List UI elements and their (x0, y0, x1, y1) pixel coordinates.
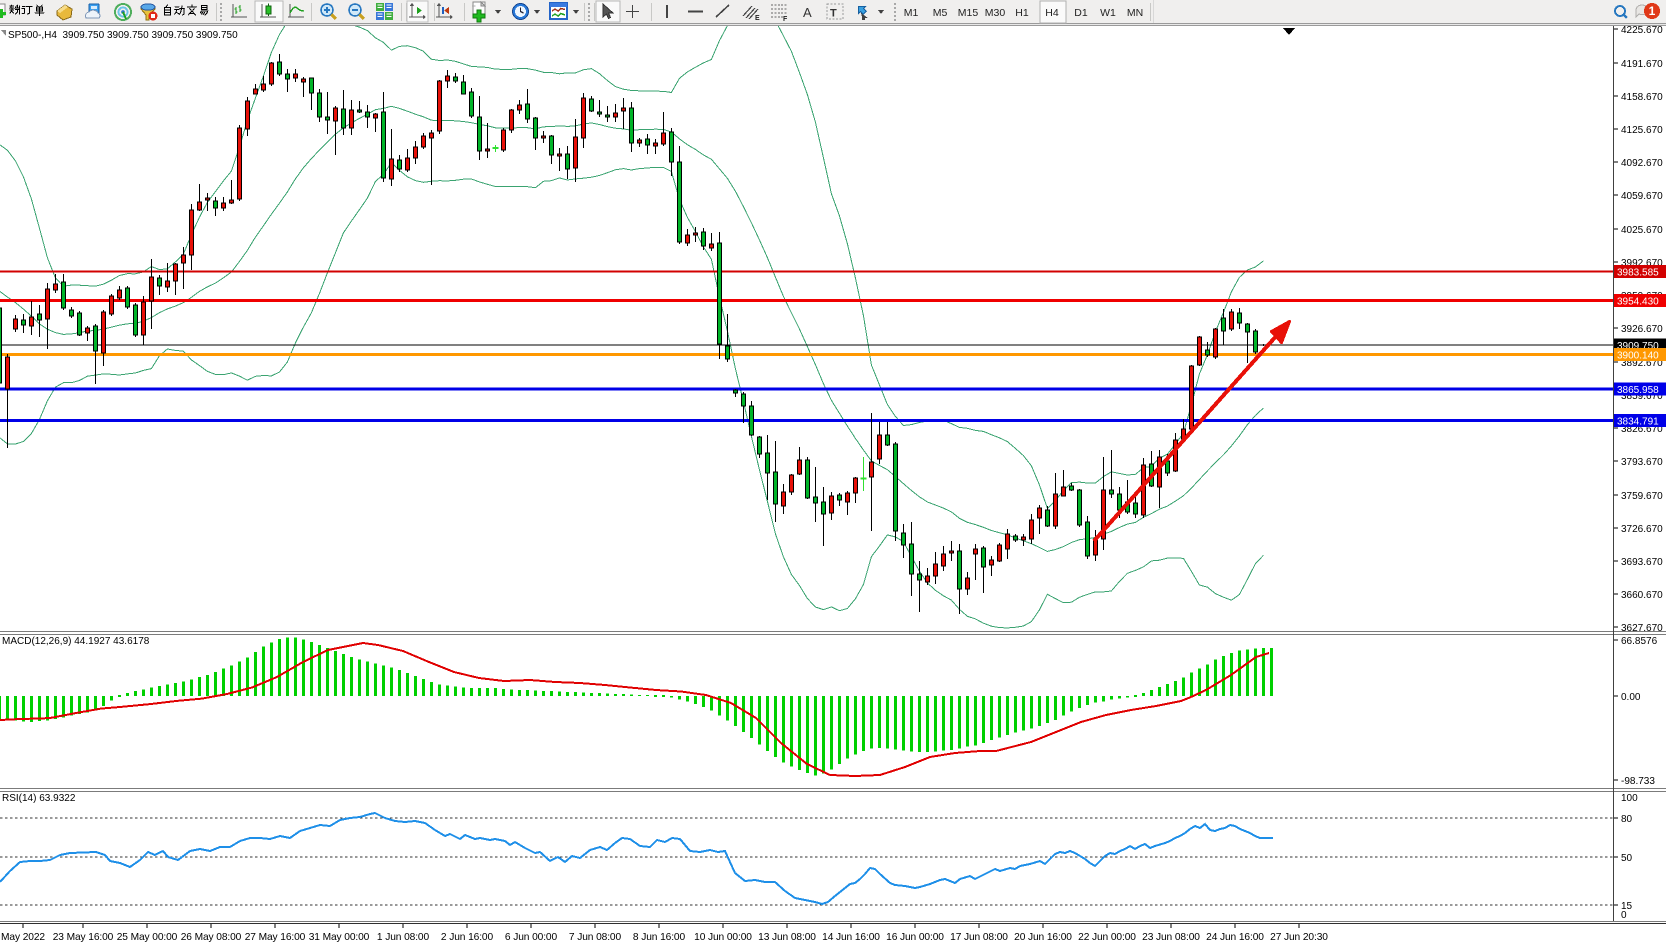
svg-text:3726.670: 3726.670 (1621, 524, 1663, 535)
svg-text:66.8576: 66.8576 (1621, 636, 1658, 647)
svg-text:MN: MN (1127, 7, 1143, 19)
svg-text:10 Jun 00:00: 10 Jun 00:00 (694, 932, 752, 943)
svg-text:3826.670: 3826.670 (1621, 424, 1663, 435)
svg-text:17 Jun 08:00: 17 Jun 08:00 (950, 932, 1008, 943)
svg-text:0: 0 (1621, 910, 1627, 921)
svg-text:16 Jun 00:00: 16 Jun 00:00 (886, 932, 944, 943)
svg-text:4092.670: 4092.670 (1621, 158, 1663, 169)
svg-text:20 Jun 16:00: 20 Jun 16:00 (1014, 932, 1072, 943)
svg-text:14 Jun 16:00: 14 Jun 16:00 (822, 932, 880, 943)
svg-text:13 Jun 08:00: 13 Jun 08:00 (758, 932, 816, 943)
svg-text:3909.750: 3909.750 (1617, 341, 1659, 352)
svg-text:3992.670: 3992.670 (1621, 258, 1663, 269)
svg-text:26 May 08:00: 26 May 08:00 (181, 932, 242, 943)
svg-text:A: A (803, 5, 812, 20)
svg-text:25 May 00:00: 25 May 00:00 (117, 932, 178, 943)
svg-text:23 May 16:00: 23 May 16:00 (53, 932, 114, 943)
svg-text:3660.670: 3660.670 (1621, 590, 1663, 601)
svg-text:27 Jun 20:30: 27 Jun 20:30 (1270, 932, 1328, 943)
svg-text:4191.670: 4191.670 (1621, 59, 1663, 70)
svg-text:24 Jun 16:00: 24 Jun 16:00 (1206, 932, 1264, 943)
svg-text:3926.670: 3926.670 (1621, 324, 1663, 335)
svg-text:3627.670: 3627.670 (1621, 623, 1663, 634)
svg-text:W1: W1 (1100, 7, 1116, 19)
svg-text:1 Jun 08:00: 1 Jun 08:00 (377, 932, 430, 943)
svg-text:MACD(12,26,9) 44.1927 43.6178: MACD(12,26,9) 44.1927 43.6178 (2, 636, 150, 647)
svg-text:4125.670: 4125.670 (1621, 125, 1663, 136)
svg-text:-98.733: -98.733 (1621, 776, 1655, 787)
svg-text:27 May 16:00: 27 May 16:00 (245, 932, 306, 943)
svg-text:F: F (783, 16, 788, 23)
svg-text:80: 80 (1621, 814, 1633, 825)
svg-text:4059.670: 4059.670 (1621, 191, 1663, 202)
svg-text:22 Jun 00:00: 22 Jun 00:00 (1078, 932, 1136, 943)
svg-text:E: E (755, 15, 760, 22)
svg-text:3693.670: 3693.670 (1621, 557, 1663, 568)
svg-text:3834.791: 3834.791 (1617, 416, 1659, 427)
svg-text:H1: H1 (1015, 7, 1029, 19)
svg-text:4225.670: 4225.670 (1621, 25, 1663, 36)
svg-text:M30: M30 (985, 7, 1006, 19)
svg-text:4158.670: 4158.670 (1621, 92, 1663, 103)
svg-text:M1: M1 (904, 7, 919, 19)
svg-text:3859.670: 3859.670 (1621, 391, 1663, 402)
svg-text:1: 1 (1649, 4, 1656, 18)
svg-text:T: T (830, 8, 837, 20)
svg-text:RSI(14) 63.9322: RSI(14) 63.9322 (2, 793, 76, 804)
svg-text:3983.585: 3983.585 (1617, 268, 1659, 279)
svg-text:6 Jun 00:00: 6 Jun 00:00 (505, 932, 558, 943)
svg-text:3900.140: 3900.140 (1617, 351, 1659, 362)
svg-text:31 May 00:00: 31 May 00:00 (309, 932, 370, 943)
svg-text:D1: D1 (1074, 7, 1088, 19)
svg-text:23 Jun 08:00: 23 Jun 08:00 (1142, 932, 1200, 943)
svg-text:3892.670: 3892.670 (1621, 358, 1663, 369)
svg-text:M15: M15 (958, 7, 979, 19)
svg-text:SP500-,H4 3909.750 3909.750 3: SP500-,H4 3909.750 3909.750 3909.750 390… (8, 30, 238, 41)
svg-text:May 2022: May 2022 (1, 932, 45, 943)
svg-text:50: 50 (1621, 853, 1633, 864)
svg-text:100: 100 (1621, 793, 1638, 804)
svg-text:0.00: 0.00 (1621, 692, 1641, 703)
svg-text:M5: M5 (933, 7, 948, 19)
svg-text:2 Jun 16:00: 2 Jun 16:00 (441, 932, 494, 943)
svg-text:8 Jun 16:00: 8 Jun 16:00 (633, 932, 686, 943)
svg-text:3954.430: 3954.430 (1617, 297, 1659, 308)
svg-text:H4: H4 (1045, 7, 1059, 19)
svg-text:7 Jun 08:00: 7 Jun 08:00 (569, 932, 622, 943)
svg-text:3759.670: 3759.670 (1621, 491, 1663, 502)
svg-text:4025.670: 4025.670 (1621, 225, 1663, 236)
svg-text:15: 15 (1621, 901, 1633, 912)
svg-text:3793.670: 3793.670 (1621, 457, 1663, 468)
svg-text:3865.958: 3865.958 (1617, 385, 1659, 396)
